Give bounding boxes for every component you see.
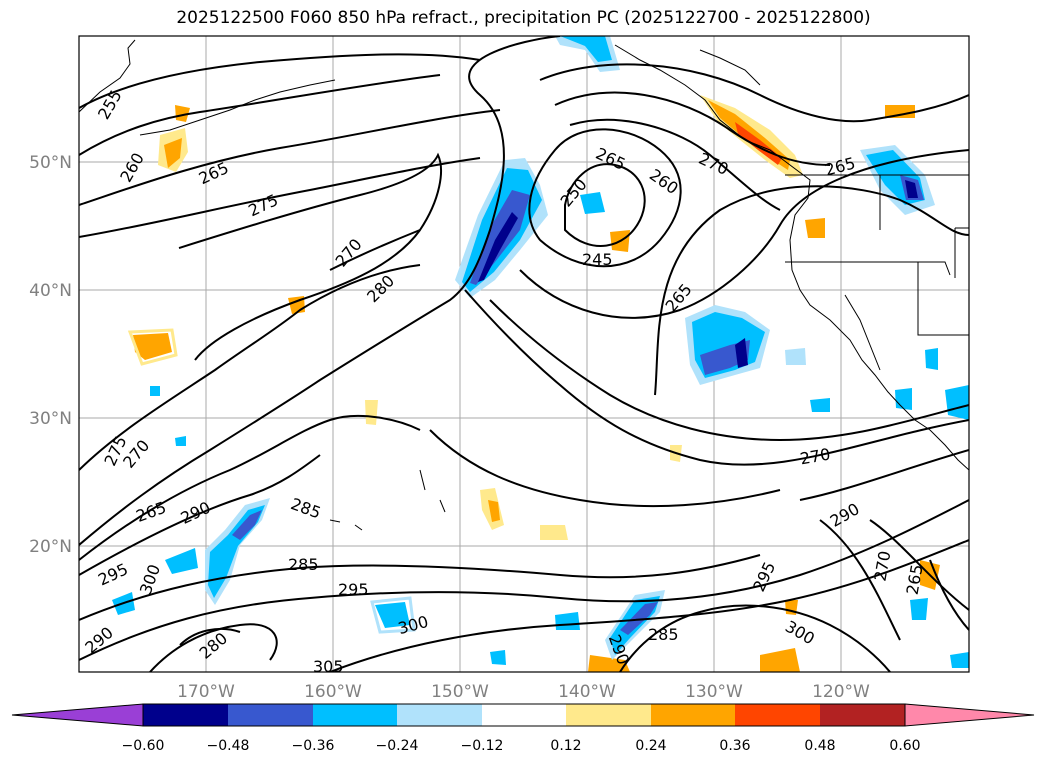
lat-axis: 50°N 40°N 30°N 20°N: [29, 153, 72, 557]
colorbar-tick: −0.48: [207, 738, 250, 754]
refractivity-contours: [79, 36, 969, 672]
colorbar: −0.60 −0.48 −0.36 −0.24 −0.12 0.12 0.24 …: [11, 703, 1035, 754]
lon-label: 140°W: [558, 682, 616, 702]
coastlines: [79, 39, 969, 531]
colorbar-bin: [228, 704, 313, 726]
colorbar-tick: 0.12: [550, 738, 581, 754]
colorbar-tick: 0.60: [889, 738, 920, 754]
colorbar-bin: [820, 704, 905, 726]
colorbar-bin: [143, 704, 228, 726]
lon-label: 130°W: [685, 682, 743, 702]
colorbar-tick: 0.24: [635, 738, 666, 754]
contour-label: 285: [648, 625, 679, 644]
colorbar-bin: [566, 704, 651, 726]
colorbar-extend-low: [11, 703, 144, 727]
colorbar-extend-high: [904, 703, 1035, 727]
lon-label: 150°W: [431, 682, 489, 702]
lon-label: 160°W: [304, 682, 362, 702]
lon-axis: 170°W 160°W 150°W 140°W 130°W 120°W: [177, 682, 870, 702]
colorbar-tick: −0.12: [461, 738, 504, 754]
contour-label: 285: [288, 555, 319, 574]
colorbar-bin: [397, 704, 482, 726]
lat-label: 30°N: [29, 409, 72, 429]
colorbar-bin: [313, 704, 397, 726]
lon-label: 170°W: [177, 682, 235, 702]
lat-label: 40°N: [29, 281, 72, 301]
colorbar-tick: 0.36: [719, 738, 750, 754]
contour-label: 295: [338, 580, 369, 599]
lat-label: 20°N: [29, 537, 72, 557]
contour-label: 245: [582, 250, 613, 269]
lat-label: 50°N: [29, 153, 72, 173]
colorbar-bin: [735, 704, 820, 726]
colorbar-tick: −0.60: [122, 738, 165, 754]
colorbar-tick: 0.48: [804, 738, 835, 754]
colorbar-bin: [651, 704, 735, 726]
map-title: 2025122500 F060 850 hPa refract., precip…: [176, 8, 871, 28]
contour-label: 305: [313, 657, 344, 676]
colorbar-bin: [482, 704, 566, 726]
plot-frame: [78, 35, 970, 673]
colorbar-frame: [142, 703, 906, 727]
lon-label: 120°W: [812, 682, 870, 702]
colorbar-tick: −0.36: [292, 738, 335, 754]
colorbar-tick: −0.24: [376, 738, 419, 754]
